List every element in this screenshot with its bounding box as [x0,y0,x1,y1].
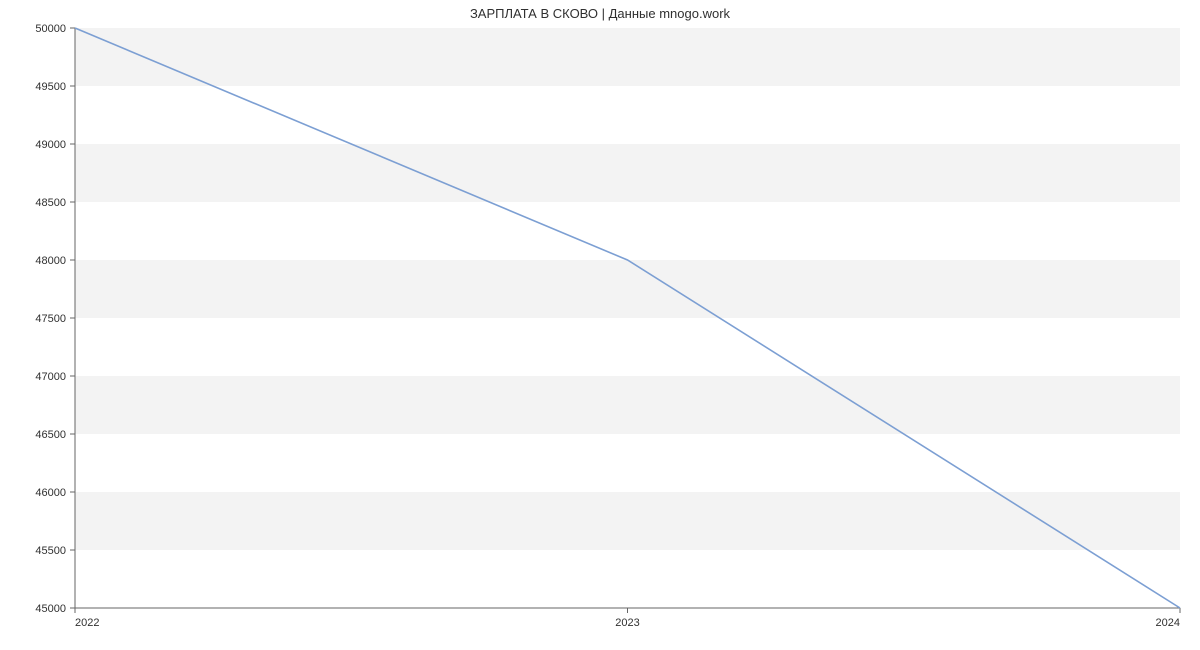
y-tick-label: 45000 [35,603,66,615]
chart-title: ЗАРПЛАТА В СКОВО | Данные mnogo.work [0,6,1200,21]
y-tick-label: 45500 [35,545,66,557]
y-tick-label: 48000 [35,255,66,267]
grid-band [75,260,1180,318]
y-tick-label: 49500 [35,81,66,93]
y-tick-label: 50000 [35,23,66,35]
x-tick-label: 2022 [75,617,99,629]
grid-band [75,144,1180,202]
y-tick-label: 48500 [35,197,66,209]
y-tick-label: 46000 [35,487,66,499]
chart-container: ЗАРПЛАТА В СКОВО | Данные mnogo.work 450… [0,0,1200,650]
x-tick-label: 2024 [1156,617,1180,629]
y-tick-label: 46500 [35,429,66,441]
y-tick-label: 47500 [35,313,66,325]
x-tick-label: 2023 [615,617,639,629]
y-tick-label: 49000 [35,139,66,151]
grid-band [75,376,1180,434]
grid-band [75,28,1180,86]
y-tick-label: 47000 [35,371,66,383]
grid-band [75,492,1180,550]
chart-svg: 45000 45500 46000 46500 47000 47500 48000 48500… [0,0,1200,650]
